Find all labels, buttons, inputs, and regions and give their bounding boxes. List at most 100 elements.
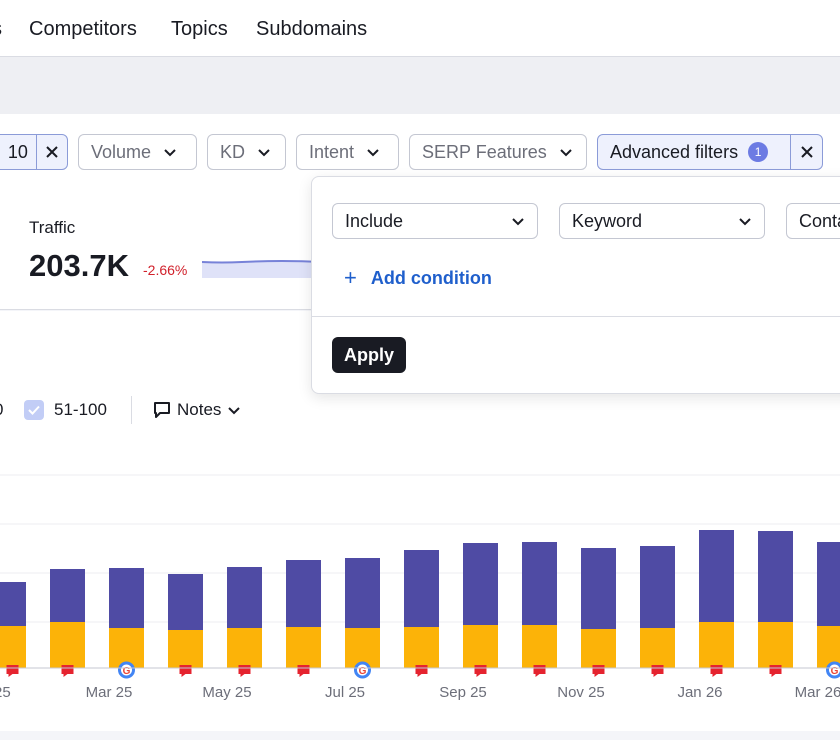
add-condition-label: Add condition bbox=[370, 267, 492, 288]
note-flag-icon[interactable] bbox=[297, 665, 310, 677]
legend-truncated-label: 0 bbox=[0, 400, 3, 420]
volume-filter[interactable]: Volume bbox=[78, 134, 197, 170]
apply-button[interactable]: Apply bbox=[332, 337, 406, 373]
note-flag-icon[interactable] bbox=[61, 665, 74, 677]
bar-segment-top bbox=[522, 542, 557, 625]
advanced-filters-label: Advanced filters bbox=[610, 141, 739, 162]
popover-divider bbox=[312, 316, 840, 317]
advanced-filters-chip[interactable]: Advanced filters 1 bbox=[597, 134, 823, 170]
include-select[interactable]: Include bbox=[332, 203, 538, 239]
tab-subdomains[interactable]: Subdomains bbox=[256, 18, 368, 40]
x-tick-label: 25 bbox=[0, 684, 11, 701]
bar-segment-top bbox=[758, 531, 793, 622]
note-flag-icon[interactable] bbox=[415, 665, 428, 677]
bar-segment-top bbox=[640, 546, 675, 628]
chevron-down-icon bbox=[258, 149, 270, 157]
bar-segment-top bbox=[109, 568, 144, 628]
bar-segment-bottom bbox=[758, 622, 793, 668]
bar-segment-bottom bbox=[463, 625, 498, 668]
intent-filter[interactable]: Intent bbox=[296, 134, 399, 170]
toolbar-band bbox=[0, 57, 840, 114]
kd-filter[interactable]: KD bbox=[207, 134, 286, 170]
bar-segment-top bbox=[345, 558, 380, 628]
bar-segment-bottom bbox=[817, 626, 840, 668]
bar-segment-top bbox=[581, 548, 616, 629]
bar-segment-bottom bbox=[404, 627, 439, 668]
serp-features-label: SERP Features bbox=[422, 141, 547, 162]
notes-label: Notes bbox=[177, 400, 222, 419]
bar-segment-bottom bbox=[0, 626, 26, 668]
bar-segment-top bbox=[404, 550, 439, 627]
google-update-glyph: G bbox=[123, 666, 131, 677]
close-icon[interactable] bbox=[790, 135, 822, 169]
note-flag-icon[interactable] bbox=[474, 665, 487, 677]
intent-filter-label: Intent bbox=[309, 141, 355, 162]
note-flag-icon[interactable] bbox=[6, 665, 19, 677]
bar-segment-bottom bbox=[699, 622, 734, 668]
bar-segment-top bbox=[463, 543, 498, 625]
serp-features-filter[interactable]: SERP Features bbox=[409, 134, 587, 170]
note-flag-icon[interactable] bbox=[238, 665, 251, 677]
close-icon[interactable] bbox=[35, 135, 67, 169]
google-update-icon[interactable] bbox=[354, 661, 371, 679]
bar-segment-top bbox=[227, 567, 262, 628]
keyword-select-label: Keyword bbox=[572, 210, 643, 231]
x-tick-label: Jan 26 bbox=[677, 684, 722, 701]
chevron-down-icon bbox=[164, 149, 176, 157]
volume-filter-label: Volume bbox=[91, 141, 152, 162]
bar-segment-top bbox=[50, 569, 85, 622]
google-update-glyph: G bbox=[831, 666, 839, 677]
comment-icon bbox=[154, 402, 170, 418]
checkbox-51-100[interactable] bbox=[24, 400, 44, 420]
bar-segment-top bbox=[0, 582, 26, 626]
note-flag-icon[interactable] bbox=[533, 665, 546, 677]
x-tick-label: May 25 bbox=[202, 684, 251, 701]
google-update-icon[interactable] bbox=[826, 661, 840, 679]
bar-segment-top bbox=[168, 574, 203, 630]
note-flag-icon[interactable] bbox=[769, 665, 782, 677]
traffic-change: -2.66% bbox=[143, 262, 188, 278]
add-condition-button[interactable]: + Add condition bbox=[344, 265, 492, 291]
google-update-icon[interactable] bbox=[118, 661, 135, 679]
note-flag-icon[interactable] bbox=[179, 665, 192, 677]
x-tick-label: Mar 26 bbox=[795, 684, 840, 701]
top-navigation: s Competitors Topics Subdomains bbox=[0, 0, 840, 57]
position-filter-chip[interactable]: 10 bbox=[0, 134, 68, 170]
google-update-glyph: G bbox=[359, 666, 367, 677]
bar-segment-bottom bbox=[522, 625, 557, 668]
condition-select[interactable]: Conta bbox=[786, 203, 840, 239]
bar-segment-bottom bbox=[640, 628, 675, 668]
chevron-down-icon bbox=[228, 407, 241, 415]
bar-segment-bottom bbox=[227, 628, 262, 668]
keyword-select[interactable]: Keyword bbox=[559, 203, 765, 239]
note-flag-icon[interactable] bbox=[710, 665, 723, 677]
note-flag-icon[interactable] bbox=[651, 665, 664, 677]
bar-segment-bottom bbox=[50, 622, 85, 668]
x-tick-label: Jul 25 bbox=[325, 684, 365, 701]
bar-segment-bottom bbox=[109, 628, 144, 668]
traffic-bar-chart: G G G 25 Mar 25 May 25 Jul 25 Sep 25 Nov 25 Jan 2… bbox=[0, 474, 840, 701]
traffic-label: Traffic bbox=[29, 218, 76, 237]
bar-segment-bottom bbox=[168, 630, 203, 668]
include-select-label: Include bbox=[345, 210, 404, 231]
position-filter-value: 10 bbox=[7, 141, 28, 162]
x-tick-label: Mar 25 bbox=[86, 684, 133, 701]
traffic-value: 203.7K bbox=[29, 248, 129, 283]
bar-segment-top bbox=[817, 542, 840, 626]
legend-divider bbox=[131, 396, 132, 424]
tab-truncated[interactable]: s bbox=[0, 18, 2, 41]
notes-dropdown[interactable]: Notes bbox=[153, 400, 247, 420]
bar-segment-top bbox=[699, 530, 734, 622]
condition-select-label: Conta bbox=[799, 210, 840, 231]
traffic-sparkline bbox=[202, 259, 322, 278]
tab-competitors[interactable]: Competitors bbox=[29, 18, 137, 40]
advanced-filters-popover: Include Keyword Conta + Add condition Ap… bbox=[311, 176, 840, 394]
tab-topics[interactable]: Topics bbox=[171, 18, 228, 40]
checkbox-51-100-label: 51-100 bbox=[54, 400, 107, 419]
chevron-down-icon bbox=[560, 149, 572, 157]
plus-icon: + bbox=[344, 265, 357, 290]
chevron-down-icon bbox=[739, 218, 751, 226]
kd-filter-label: KD bbox=[220, 141, 246, 162]
bar-segment-bottom bbox=[345, 628, 380, 668]
note-flag-icon[interactable] bbox=[592, 665, 605, 677]
